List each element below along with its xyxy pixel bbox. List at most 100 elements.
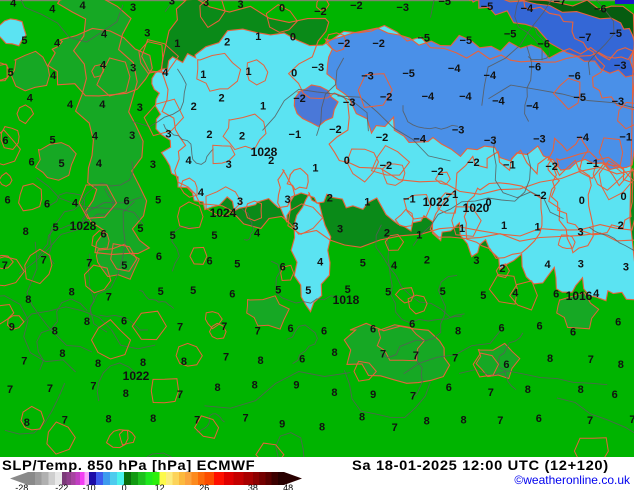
svg-text:−1: −1	[619, 131, 632, 143]
svg-text:4: 4	[96, 158, 103, 170]
svg-text:−2: −2	[329, 124, 342, 136]
svg-text:4: 4	[198, 187, 205, 199]
svg-text:5: 5	[21, 35, 27, 47]
svg-text:5: 5	[50, 134, 56, 146]
svg-text:4: 4	[162, 67, 169, 79]
svg-text:8: 8	[331, 347, 337, 359]
svg-text:−2: −2	[376, 132, 389, 144]
svg-text:7: 7	[177, 322, 183, 334]
svg-text:5: 5	[58, 158, 64, 170]
svg-text:3: 3	[129, 130, 135, 142]
svg-text:8: 8	[460, 415, 466, 427]
svg-text:6: 6	[121, 315, 127, 327]
svg-text:6: 6	[503, 359, 509, 371]
svg-text:5: 5	[155, 195, 161, 207]
svg-text:7: 7	[90, 380, 96, 392]
svg-text:−1: −1	[503, 159, 516, 171]
svg-text:8: 8	[105, 414, 111, 426]
svg-text:4: 4	[101, 28, 108, 40]
svg-text:−2: −2	[534, 190, 547, 202]
svg-text:−4: −4	[492, 96, 505, 108]
svg-text:4: 4	[10, 0, 17, 10]
svg-text:4: 4	[80, 0, 87, 12]
svg-text:7: 7	[21, 356, 27, 368]
svg-text:9: 9	[9, 322, 15, 334]
svg-text:6: 6	[44, 199, 50, 211]
svg-text:5: 5	[305, 285, 311, 297]
svg-text:−3: −3	[343, 97, 356, 109]
svg-text:8: 8	[84, 316, 90, 328]
svg-text:5: 5	[440, 286, 446, 298]
svg-text:8: 8	[140, 357, 146, 369]
svg-text:5: 5	[53, 222, 59, 234]
svg-text:−3: −3	[533, 133, 546, 145]
svg-text:−1: −1	[289, 129, 302, 141]
svg-text:7: 7	[497, 415, 503, 427]
svg-text:−2: −2	[314, 6, 327, 18]
svg-text:−1: −1	[586, 158, 599, 170]
svg-text:7: 7	[41, 255, 47, 267]
svg-text:6: 6	[612, 389, 618, 401]
svg-text:8: 8	[331, 387, 337, 399]
svg-text:6: 6	[570, 327, 576, 339]
svg-text:4: 4	[50, 70, 57, 82]
svg-text:−7: −7	[554, 0, 567, 8]
svg-text:−4: −4	[459, 91, 472, 103]
svg-text:7: 7	[629, 414, 634, 426]
svg-text:5: 5	[170, 230, 176, 242]
svg-text:7: 7	[177, 389, 183, 401]
svg-text:−2: −2	[380, 92, 393, 104]
svg-text:8: 8	[25, 294, 31, 306]
svg-text:3: 3	[578, 259, 584, 271]
svg-text:6: 6	[101, 229, 107, 241]
svg-text:4: 4	[391, 260, 398, 272]
svg-text:0: 0	[279, 3, 285, 15]
svg-text:−5: −5	[460, 35, 473, 47]
svg-text:8: 8	[618, 359, 624, 371]
svg-text:0: 0	[579, 195, 585, 207]
svg-text:3: 3	[473, 255, 479, 267]
svg-text:2: 2	[618, 220, 624, 232]
svg-text:1: 1	[200, 69, 206, 81]
svg-text:4: 4	[27, 93, 34, 105]
svg-text:−5: −5	[417, 33, 430, 45]
svg-text:6: 6	[5, 195, 11, 207]
svg-text:1028: 1028	[70, 219, 97, 233]
svg-text:−4: −4	[484, 70, 497, 82]
svg-text:−6: −6	[529, 62, 542, 74]
svg-text:6: 6	[299, 354, 305, 366]
svg-text:6: 6	[446, 382, 452, 394]
svg-text:−4: −4	[576, 132, 589, 144]
svg-text:7: 7	[106, 291, 112, 303]
svg-text:4: 4	[72, 198, 79, 210]
svg-text:−5: −5	[402, 68, 415, 80]
svg-text:8: 8	[547, 353, 553, 365]
svg-text:1020: 1020	[463, 201, 490, 215]
svg-text:−7: −7	[579, 32, 592, 44]
svg-text:9: 9	[279, 419, 285, 431]
svg-text:0: 0	[344, 155, 350, 167]
svg-text:1: 1	[459, 223, 465, 235]
svg-text:2: 2	[424, 255, 430, 267]
svg-text:−4: −4	[448, 63, 461, 75]
svg-text:−2: −2	[338, 38, 351, 50]
svg-text:1: 1	[260, 101, 266, 113]
svg-text:5: 5	[137, 223, 143, 235]
svg-text:6: 6	[553, 288, 559, 300]
svg-text:5: 5	[158, 286, 164, 298]
svg-text:1: 1	[501, 220, 507, 232]
svg-text:−3: −3	[361, 71, 374, 83]
svg-text:1018: 1018	[333, 293, 360, 307]
svg-text:−3: −3	[612, 96, 625, 108]
svg-text:5: 5	[385, 287, 391, 299]
svg-text:−4: −4	[422, 91, 435, 103]
svg-text:6: 6	[615, 317, 621, 329]
svg-text:3: 3	[150, 159, 156, 171]
svg-text:7: 7	[62, 415, 68, 427]
svg-text:5: 5	[275, 284, 281, 296]
svg-text:4: 4	[593, 288, 600, 300]
svg-text:5: 5	[8, 67, 14, 79]
svg-text:5: 5	[211, 230, 217, 242]
svg-text:3: 3	[238, 0, 244, 11]
svg-text:8: 8	[578, 384, 584, 396]
